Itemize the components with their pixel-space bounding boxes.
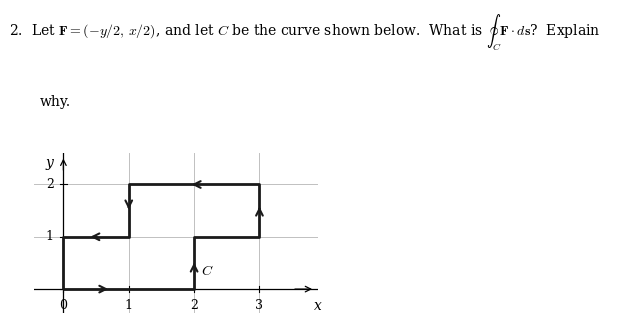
Text: why.: why. [40, 95, 71, 109]
Text: 2: 2 [190, 299, 198, 311]
Text: 2: 2 [46, 178, 54, 191]
Text: y: y [45, 156, 53, 170]
Text: 0: 0 [59, 299, 67, 311]
Text: $C$: $C$ [201, 264, 213, 278]
Text: 1: 1 [125, 299, 133, 311]
Text: 1: 1 [46, 230, 54, 243]
Text: 2.  Let $\mathbf{F} = (-y/2,\, x/2)$, and let $C$ be the curve shown below.  Wha: 2. Let $\mathbf{F} = (-y/2,\, x/2)$, and… [9, 12, 601, 53]
Text: 3: 3 [255, 299, 263, 311]
Text: x: x [315, 299, 322, 313]
